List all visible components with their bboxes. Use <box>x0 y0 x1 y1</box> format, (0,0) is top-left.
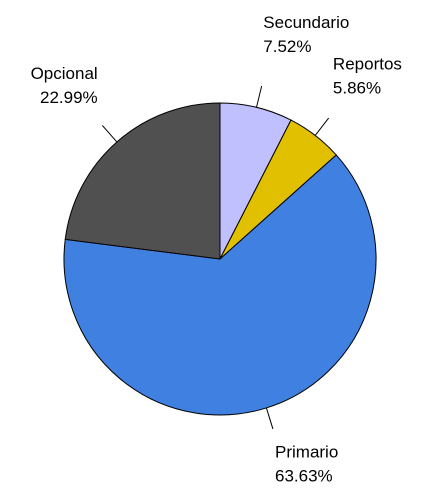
leader-line <box>101 125 118 143</box>
slice-value-label: 63.63% <box>275 467 333 486</box>
pie-slice <box>64 102 221 260</box>
leader-line <box>314 117 330 136</box>
slice-value-label: 5.86% <box>333 78 381 97</box>
slice-label: Opcional <box>31 64 98 83</box>
slice-value-label: 22.99% <box>40 88 98 107</box>
slice-label: Primario <box>275 443 338 462</box>
slice-value-label: 7.52% <box>263 37 311 56</box>
leader-line <box>265 407 274 430</box>
leader-line <box>256 85 263 108</box>
slice-label: Secundario <box>263 13 349 32</box>
slice-label: Reportos <box>333 54 402 73</box>
